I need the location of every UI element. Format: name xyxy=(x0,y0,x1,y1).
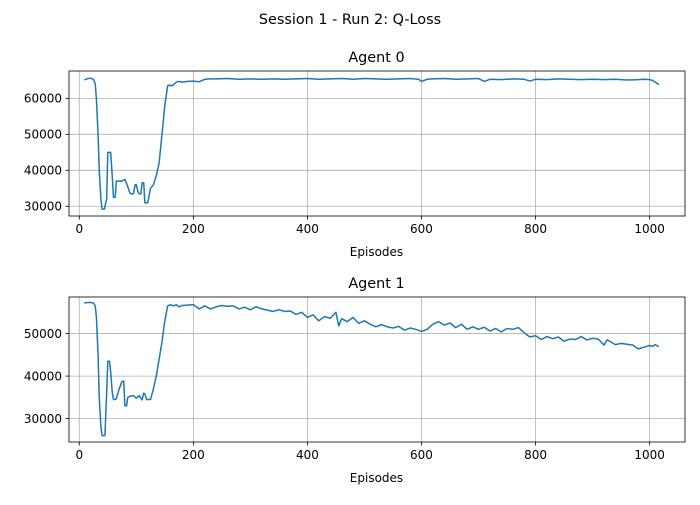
subplot-title: Agent 1 xyxy=(348,276,404,292)
series-layer xyxy=(84,77,660,210)
series-line xyxy=(84,77,660,210)
x-tick-label: 800 xyxy=(524,448,547,462)
x-tick-label: 200 xyxy=(182,222,205,236)
plot-frame xyxy=(68,70,686,217)
x-tick-label: 1000 xyxy=(634,222,665,236)
subplot-agent-1: Agent 1 0 200 400 600 800 1000 30000 40000 50000… xyxy=(24,276,686,485)
y-tick-label: 50000 xyxy=(24,128,62,142)
grid-lines xyxy=(69,71,685,216)
grid-lines xyxy=(69,297,685,442)
y-tick-label: 30000 xyxy=(24,200,62,214)
x-axis-label: Episodes xyxy=(350,471,403,485)
axes: 0 200 400 600 800 1000 30000 40000 50000 60000 xyxy=(24,70,686,236)
figure-suptitle: Session 1 - Run 2: Q-Loss xyxy=(259,12,441,28)
x-tick-label: 600 xyxy=(410,222,433,236)
x-tick-label: 1000 xyxy=(634,448,665,462)
x-axis-label: Episodes xyxy=(350,245,403,259)
x-tick-label: 400 xyxy=(296,448,319,462)
x-tick-label: 800 xyxy=(524,222,547,236)
axes: 0 200 400 600 800 1000 30000 40000 50000 xyxy=(24,296,686,462)
y-tick-label: 50000 xyxy=(24,327,62,341)
series-layer xyxy=(84,301,660,437)
x-tick-label: 400 xyxy=(296,222,319,236)
x-tick-label: 200 xyxy=(182,448,205,462)
plot-frame xyxy=(68,296,686,443)
y-tick-label: 30000 xyxy=(24,412,62,426)
x-tick-label: 600 xyxy=(410,448,433,462)
series-line xyxy=(84,301,660,437)
x-tick-label: 0 xyxy=(75,222,83,236)
y-tick-label: 60000 xyxy=(24,92,62,106)
subplot-title: Agent 0 xyxy=(348,50,404,66)
subplot-agent-0: Agent 0 0 200 400 600 800 1000 30000 40000 50000… xyxy=(24,50,686,259)
y-tick-label: 40000 xyxy=(24,369,62,383)
x-tick-label: 0 xyxy=(75,448,83,462)
y-tick-label: 40000 xyxy=(24,164,62,178)
